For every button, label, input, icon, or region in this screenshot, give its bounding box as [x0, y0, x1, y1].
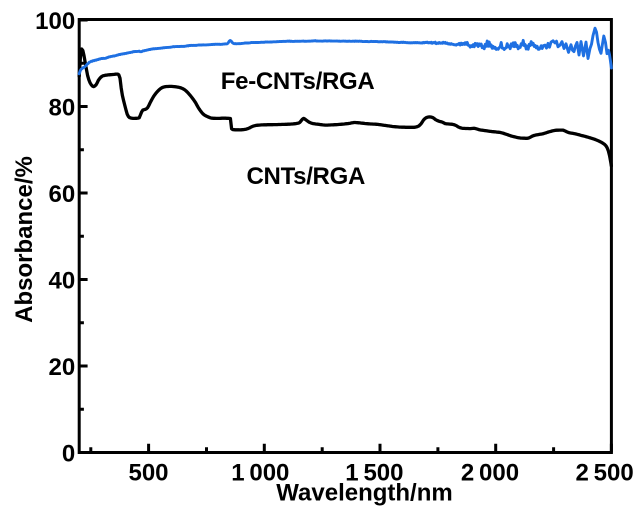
svg-text:0: 0	[62, 440, 75, 467]
svg-text:1 500: 1 500	[345, 460, 403, 487]
svg-text:Absorbance/%: Absorbance/%	[11, 156, 38, 323]
svg-text:Wavelength/nm: Wavelength/nm	[276, 479, 452, 506]
svg-text:CNTs/RGA: CNTs/RGA	[247, 163, 366, 190]
svg-text:Fe-CNTs/RGA: Fe-CNTs/RGA	[221, 68, 375, 95]
svg-text:80: 80	[48, 94, 75, 121]
svg-text:2 500: 2 500	[575, 460, 633, 487]
svg-text:100: 100	[35, 8, 75, 35]
svg-text:1 000: 1 000	[231, 460, 289, 487]
svg-text:20: 20	[48, 354, 75, 381]
svg-text:2 000: 2 000	[461, 460, 519, 487]
svg-text:60: 60	[48, 181, 75, 208]
svg-text:500: 500	[128, 460, 168, 487]
svg-text:40: 40	[48, 267, 75, 294]
